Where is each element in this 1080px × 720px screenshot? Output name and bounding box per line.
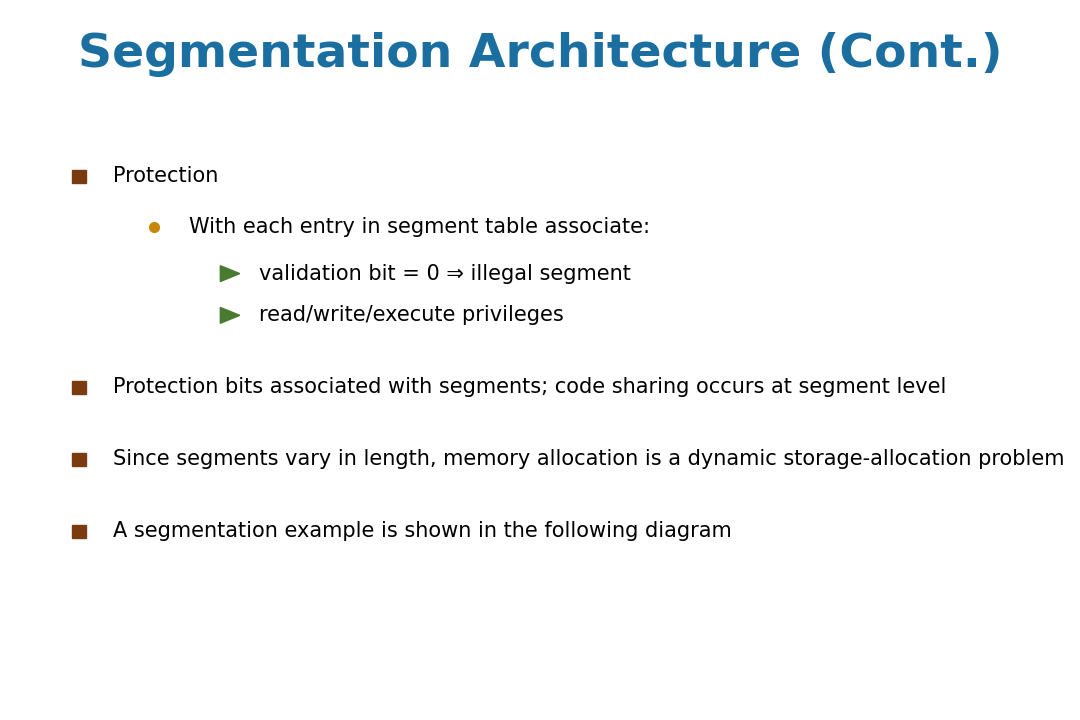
Bar [72,525,86,538]
Text: Protection: Protection [113,166,219,186]
Bar [72,170,86,183]
Polygon shape [220,307,240,323]
Text: read/write/execute privileges: read/write/execute privileges [259,305,564,325]
Text: A segmentation example is shown in the following diagram: A segmentation example is shown in the f… [113,521,732,541]
Text: Segmentation Architecture (Cont.): Segmentation Architecture (Cont.) [78,32,1002,77]
Text: Since segments vary in length, memory allocation is a dynamic storage-allocation: Since segments vary in length, memory al… [113,449,1065,469]
Bar [72,453,86,466]
Bar [72,381,86,394]
Polygon shape [220,266,240,282]
Text: With each entry in segment table associate:: With each entry in segment table associa… [189,217,650,237]
Text: Protection bits associated with segments; code sharing occurs at segment level: Protection bits associated with segments… [113,377,947,397]
Text: validation bit = 0 ⇒ illegal segment: validation bit = 0 ⇒ illegal segment [259,264,631,284]
